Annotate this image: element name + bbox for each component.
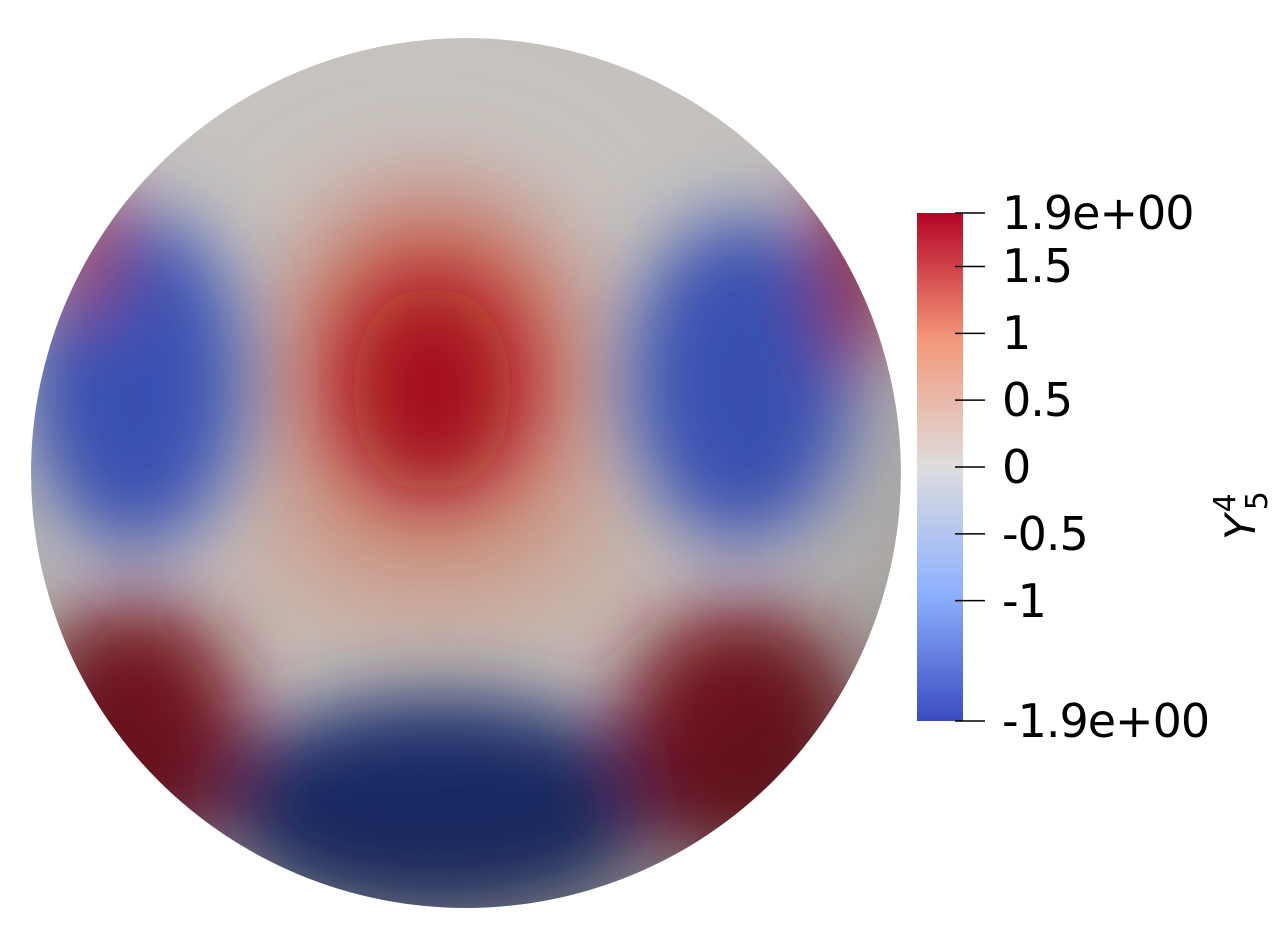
title-superscript: 4 (1208, 493, 1243, 513)
colorbar-tick-label: 0.5 (1002, 373, 1073, 428)
colorbar-tick-label: -1.9e+00 (1002, 694, 1210, 748)
colorbar-tick-label: -0.5 (1002, 506, 1089, 561)
colorbar-tick-label: -1 (1002, 573, 1047, 628)
title-symbol: Y (1216, 514, 1265, 540)
colorbar-tick-label: 0 (1002, 440, 1031, 494)
colorbar-tick-label: 1.5 (1002, 239, 1073, 294)
sphere (31, 38, 901, 908)
colorbar (917, 212, 985, 722)
colorbar-title: Y45 (1208, 460, 1283, 540)
colorbar-tick-label: 1.9e+00 (1002, 186, 1195, 240)
colorbar-ticks (955, 212, 985, 722)
colorbar-tick-label: 1 (1002, 306, 1031, 361)
title-subscript: 5 (1240, 491, 1275, 511)
